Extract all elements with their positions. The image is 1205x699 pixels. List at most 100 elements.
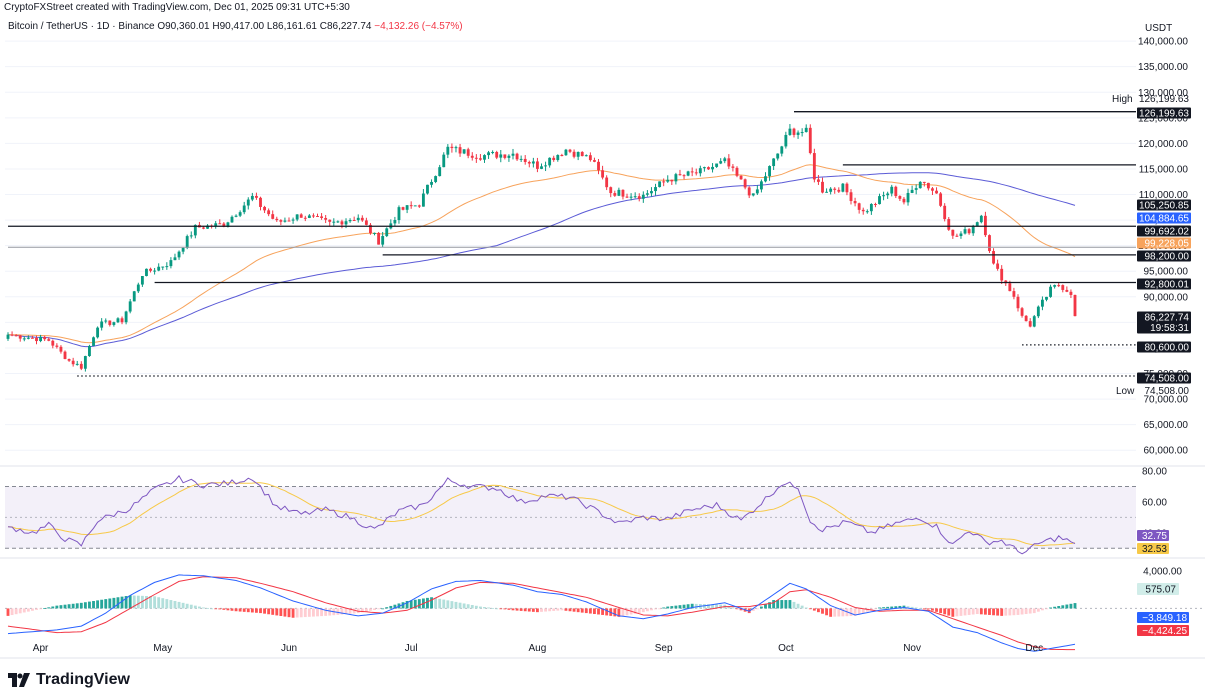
candle xyxy=(503,154,507,158)
macd-histogram-bar xyxy=(466,604,470,609)
candle xyxy=(100,321,104,328)
macd-histogram-bar xyxy=(967,608,971,615)
candle xyxy=(715,163,719,167)
candle xyxy=(18,335,22,339)
macd-histogram-bar xyxy=(796,603,800,609)
macd-histogram-bar xyxy=(593,608,596,615)
macd-histogram-bar xyxy=(792,601,796,609)
macd-histogram-bar xyxy=(242,608,246,612)
tag-ema-200: 104,884.65 xyxy=(1139,214,1189,225)
macd-histogram-bar xyxy=(503,608,507,610)
candle xyxy=(226,222,230,227)
low-value: 74,508.00 xyxy=(1145,386,1190,397)
macd-histogram-bar xyxy=(951,608,955,617)
candle xyxy=(417,205,421,207)
macd-histogram-bar xyxy=(992,608,995,616)
macd-histogram-bar xyxy=(71,603,75,609)
candle xyxy=(841,183,845,192)
macd-histogram-bar xyxy=(914,607,918,609)
candle xyxy=(1008,283,1012,292)
candle xyxy=(755,189,759,194)
candle xyxy=(246,199,250,206)
macd-tag-bg xyxy=(1137,612,1189,623)
candle xyxy=(401,207,405,210)
macd-histogram-bar xyxy=(666,606,670,609)
macd-histogram-bar xyxy=(568,608,572,612)
macd-histogram-bar xyxy=(853,608,857,616)
candle xyxy=(96,327,100,338)
macd-histogram-bar xyxy=(576,608,580,613)
candle xyxy=(645,193,649,195)
candle xyxy=(332,221,336,223)
symbol-name[interactable]: Bitcoin / TetherUS · 1D · Binance xyxy=(8,21,155,32)
candle xyxy=(540,166,543,169)
candle xyxy=(1073,294,1077,317)
candle xyxy=(128,301,132,312)
candle xyxy=(59,346,63,352)
candle xyxy=(149,268,152,271)
y-tick-label: 90,000.00 xyxy=(1144,292,1189,303)
macd-histogram-bar xyxy=(149,596,152,609)
macd-histogram-bar xyxy=(442,599,446,609)
high-value: 126,199.63 xyxy=(1139,94,1189,105)
macd-histogram-bar xyxy=(833,608,837,617)
x-tick-label: Nov xyxy=(903,643,921,654)
candle xyxy=(381,236,385,245)
candle xyxy=(1045,296,1048,300)
macd-histogram-bar xyxy=(959,608,963,616)
rsi-pane[interactable] xyxy=(5,474,1136,555)
candle xyxy=(935,190,938,194)
candle xyxy=(951,229,955,236)
candle xyxy=(784,134,788,147)
macd-histogram-bar xyxy=(35,608,38,610)
candle xyxy=(1028,321,1032,327)
candle xyxy=(360,217,364,221)
price-change: −4,132.26 (−4.57%) xyxy=(374,21,463,32)
candle xyxy=(438,167,442,177)
macd-histogram-bar xyxy=(104,599,108,609)
tag-ema-50: 99,228.05 xyxy=(1145,239,1190,250)
candle xyxy=(499,154,503,158)
macd-histogram-bar xyxy=(409,600,413,609)
candle xyxy=(735,167,739,176)
candle xyxy=(14,335,18,337)
macd-histogram-bar xyxy=(776,600,780,609)
candle xyxy=(894,186,898,197)
candle xyxy=(426,184,429,194)
tag-last-price-bg xyxy=(1137,311,1191,334)
candle xyxy=(483,155,486,160)
candle xyxy=(446,146,450,155)
candle xyxy=(409,205,413,207)
ohlc-high: H90,417.00 xyxy=(212,21,265,32)
macd-histogram-bar xyxy=(67,604,71,609)
tag-last-price: 86,227.74 xyxy=(1145,313,1190,324)
candle xyxy=(324,217,328,220)
candle xyxy=(120,318,124,323)
macd-histogram-bar xyxy=(307,608,311,617)
macd-histogram-bar xyxy=(495,608,499,610)
macd-histogram-bar xyxy=(165,599,169,609)
candle xyxy=(686,171,690,176)
macd-histogram-bar xyxy=(14,608,18,615)
candle xyxy=(890,186,894,194)
macd-histogram-bar xyxy=(601,608,605,615)
macd-histogram-bar xyxy=(544,608,547,612)
candle xyxy=(723,158,727,162)
tag-level-105250: 105,250.85 xyxy=(1139,201,1189,212)
candle xyxy=(1016,296,1020,309)
candle xyxy=(356,217,360,221)
candle xyxy=(617,189,621,196)
tag-level-74508-bg xyxy=(1137,372,1191,384)
candle xyxy=(104,320,108,322)
macd-histogram-bar xyxy=(430,597,433,609)
candle xyxy=(458,147,462,154)
price-pane[interactable] xyxy=(6,111,1136,377)
candle xyxy=(487,152,490,156)
candle xyxy=(874,203,877,205)
macd-histogram-bar xyxy=(470,605,474,609)
macd-histogram-bar xyxy=(727,606,731,609)
brand[interactable]: TradingView xyxy=(8,670,130,690)
macd-pane[interactable] xyxy=(5,574,1205,652)
macd-histogram-bar xyxy=(352,608,356,614)
